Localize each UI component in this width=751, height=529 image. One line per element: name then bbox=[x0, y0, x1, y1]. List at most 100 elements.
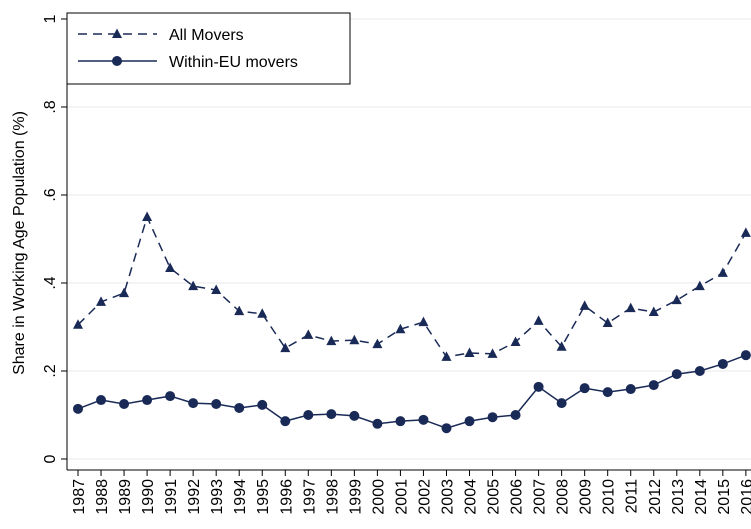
marker bbox=[165, 391, 176, 402]
x-tick-label: 2003 bbox=[439, 479, 456, 515]
marker bbox=[280, 416, 291, 427]
x-tick-label: 1999 bbox=[347, 479, 364, 515]
x-tick-label: 1989 bbox=[117, 479, 134, 515]
marker bbox=[211, 399, 222, 409]
marker bbox=[280, 342, 291, 353]
marker bbox=[372, 338, 383, 349]
x-tick-label: 2006 bbox=[509, 479, 526, 515]
marker bbox=[648, 306, 659, 317]
x-tick-label: 2004 bbox=[463, 479, 480, 515]
x-tick-label: 1992 bbox=[186, 479, 203, 515]
marker bbox=[349, 410, 360, 421]
y-tick-label: .4 bbox=[42, 276, 59, 289]
marker bbox=[464, 347, 475, 357]
marker bbox=[579, 383, 590, 394]
x-tick-label: 1998 bbox=[324, 479, 341, 515]
marker bbox=[372, 418, 383, 429]
legend-label: All Movers bbox=[169, 27, 244, 44]
marker bbox=[395, 416, 406, 427]
y-tick-label: .8 bbox=[42, 100, 59, 113]
marker bbox=[119, 287, 130, 298]
x-tick-label: 2005 bbox=[486, 479, 503, 515]
marker bbox=[510, 410, 521, 420]
marker bbox=[740, 227, 751, 237]
marker bbox=[533, 315, 544, 325]
marker bbox=[73, 403, 83, 414]
marker bbox=[625, 302, 636, 313]
x-tick-label: 2016 bbox=[739, 479, 751, 515]
marker bbox=[142, 395, 153, 406]
x-tick-label: 2014 bbox=[693, 479, 710, 515]
y-axis-title: Share in Working Age Population (%) bbox=[11, 111, 28, 375]
x-tick-label: 1997 bbox=[301, 479, 318, 515]
x-tick-label: 2015 bbox=[716, 479, 733, 515]
marker bbox=[602, 317, 613, 328]
marker bbox=[694, 366, 705, 376]
x-tick-label: 2002 bbox=[416, 479, 433, 515]
marker bbox=[165, 262, 176, 273]
marker bbox=[510, 336, 521, 346]
marker bbox=[418, 414, 429, 425]
marker bbox=[112, 56, 122, 66]
x-tick-label: 1993 bbox=[209, 479, 226, 515]
x-tick-label: 1987 bbox=[71, 479, 88, 515]
x-tick-label: 1991 bbox=[163, 479, 180, 515]
x-tick-label: 1994 bbox=[232, 479, 249, 515]
x-tick-label: 2012 bbox=[647, 479, 664, 515]
marker bbox=[257, 399, 268, 410]
x-tick-label: 2007 bbox=[532, 479, 549, 515]
marker bbox=[119, 399, 130, 409]
x-tick-label: 1988 bbox=[94, 479, 111, 515]
marker bbox=[441, 351, 452, 361]
marker bbox=[694, 280, 705, 291]
marker bbox=[487, 412, 498, 423]
marker bbox=[441, 423, 452, 434]
x-tick-label: 2011 bbox=[624, 479, 641, 514]
marker bbox=[96, 296, 107, 306]
marker bbox=[418, 316, 429, 327]
y-tick-label: .2 bbox=[42, 364, 59, 377]
marker bbox=[349, 334, 360, 345]
x-tick-label: 2009 bbox=[578, 479, 595, 515]
x-tick-label: 1995 bbox=[255, 479, 272, 515]
y-tick-label: 0 bbox=[42, 454, 59, 463]
marker bbox=[303, 329, 314, 339]
x-tick-label: 2013 bbox=[670, 479, 687, 515]
marker bbox=[579, 300, 590, 310]
marker bbox=[211, 284, 222, 295]
x-tick-label: 2008 bbox=[555, 479, 572, 515]
x-tick-label: 2010 bbox=[601, 479, 618, 515]
marker bbox=[717, 267, 728, 277]
marker bbox=[188, 398, 199, 409]
marker bbox=[740, 350, 751, 361]
marker bbox=[234, 402, 245, 413]
legend-label: Within-EU movers bbox=[169, 54, 298, 71]
marker bbox=[648, 380, 659, 391]
marker bbox=[464, 416, 475, 427]
legend: All Movers Within-EU movers bbox=[66, 12, 351, 85]
marker bbox=[717, 358, 728, 369]
y-tick-label: .6 bbox=[42, 188, 59, 201]
x-tick-label: 1990 bbox=[140, 479, 157, 515]
marker bbox=[142, 211, 153, 221]
marker bbox=[671, 369, 682, 380]
marker bbox=[96, 395, 107, 406]
marker bbox=[234, 305, 245, 316]
marker bbox=[326, 409, 337, 420]
series-line bbox=[77, 214, 747, 358]
x-tick-label: 2000 bbox=[370, 479, 387, 515]
marker bbox=[487, 348, 498, 358]
marker bbox=[533, 381, 544, 392]
marker bbox=[188, 280, 199, 291]
marker bbox=[112, 28, 122, 38]
marker bbox=[556, 398, 567, 409]
marker bbox=[303, 410, 314, 420]
y-tick-label: 1 bbox=[42, 14, 59, 23]
marker bbox=[602, 387, 613, 398]
marker bbox=[73, 319, 83, 329]
x-tick-label: 1996 bbox=[278, 479, 295, 515]
legend-box bbox=[66, 12, 351, 85]
marker bbox=[395, 323, 406, 334]
marker bbox=[257, 308, 268, 318]
